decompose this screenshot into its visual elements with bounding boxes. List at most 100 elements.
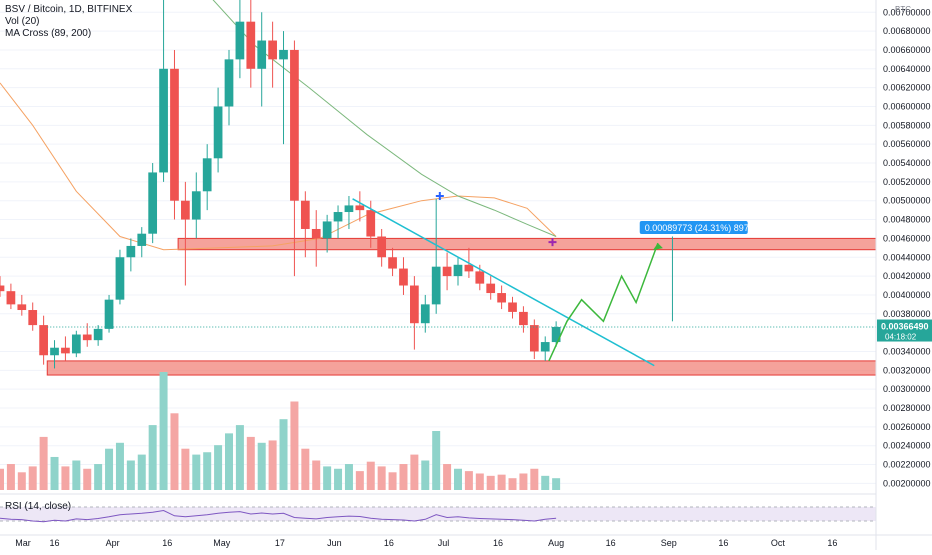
candle: [333, 205, 343, 239]
candle-body: [322, 221, 332, 239]
volume-bar: [72, 460, 81, 490]
candle-body: [71, 334, 81, 354]
candle-body: [420, 304, 430, 324]
support-zone: [46, 360, 877, 376]
volume-bar: [519, 473, 528, 490]
volume-bar: [312, 460, 321, 490]
time-axis: Mar 16 Apr 16 May 17 Jun 16 Jul 16 Aug 16 Sep 16 Oct 16: [0, 534, 932, 548]
candle: [279, 31, 288, 145]
currency-label: BTC: [895, 5, 911, 14]
candle-body: [39, 325, 48, 356]
volume-bar: [28, 466, 37, 490]
time-tick-label: 16: [827, 538, 837, 548]
price-tick-label: 0.00340000: [883, 346, 931, 356]
candle-body: [475, 271, 485, 284]
volume-bar: [366, 461, 375, 490]
current-price-label: 0.00366490: [881, 322, 929, 332]
candle: [235, 0, 245, 79]
candle: [322, 214, 332, 253]
volume-bar: [159, 372, 168, 490]
candle: [290, 40, 299, 277]
current-price-tag: [877, 319, 932, 342]
volume-indicator-label[interactable]: Vol (20): [5, 16, 40, 27]
candle-body: [28, 310, 38, 326]
volume-bar: [377, 466, 386, 490]
candle: [39, 315, 48, 365]
time-tick-label: Oct: [771, 538, 786, 548]
volume-bar: [279, 419, 288, 490]
candle-body: [246, 21, 256, 69]
candle-body: [50, 347, 59, 356]
candle: [28, 302, 38, 331]
price-tick-label: 0.00580000: [883, 120, 931, 130]
volume-bar: [170, 413, 179, 490]
price-tick-label: 0.00480000: [883, 215, 931, 225]
candle: [355, 191, 365, 222]
candle-body: [17, 304, 27, 311]
volume-bar: [137, 454, 146, 490]
ma-cross-indicator-label[interactable]: MA Cross (89, 200): [5, 28, 92, 39]
candle-body: [290, 49, 299, 201]
candle: [442, 252, 452, 291]
candle: [377, 228, 387, 267]
price-tick-label: 0.00260000: [883, 422, 931, 432]
candle-body: [431, 266, 441, 305]
volume-bar: [552, 478, 561, 490]
price-tick-label: 0.00540000: [883, 158, 931, 168]
candle: [224, 49, 234, 126]
candle: [213, 87, 223, 173]
price-tick-label: 0.00440000: [883, 252, 931, 262]
candle-body: [0, 285, 5, 292]
rsi-band: [0, 507, 876, 521]
candle-body: [410, 285, 419, 324]
candle: [431, 198, 441, 314]
candle: [104, 294, 114, 333]
volume-bar: [530, 468, 539, 490]
candle-body: [311, 228, 321, 239]
volume-bar: [355, 471, 364, 490]
volume-bar: [421, 460, 430, 490]
candle-body: [279, 49, 288, 60]
time-tick-label: 16: [493, 538, 503, 548]
candle-body: [235, 21, 245, 60]
price-tick-label: 0.00620000: [883, 83, 931, 93]
volume-bar: [214, 445, 223, 490]
projection-path: [548, 242, 659, 362]
ma-cross-marker: [435, 192, 444, 200]
symbol-title[interactable]: BSV / Bitcoin, 1D, BITFINEX: [5, 4, 133, 15]
volume-bar: [39, 436, 48, 490]
price-tick-label: 0.00600000: [883, 101, 931, 111]
volume-bar: [115, 442, 124, 490]
candle-body: [224, 59, 234, 107]
candle-body: [181, 200, 190, 220]
volume-bar: [50, 456, 59, 490]
volume-bar: [0, 468, 4, 490]
candle: [540, 336, 550, 361]
price-tick-label: 0.00200000: [883, 478, 931, 488]
candle: [61, 336, 70, 361]
volume-bar: [399, 464, 408, 490]
price-tick-label: 0.00320000: [883, 365, 931, 375]
candle: [0, 276, 5, 297]
volume-bar: [508, 478, 517, 490]
candle-body: [213, 106, 223, 159]
ma-cross-marker: [548, 238, 557, 247]
volume-bar: [105, 448, 114, 490]
projection-arrowhead: [652, 243, 663, 251]
price-tick-label: 0.00220000: [883, 460, 931, 470]
time-tick-label: 16: [162, 538, 172, 548]
candle: [410, 276, 419, 350]
candle-body: [519, 311, 528, 326]
time-tick-label: Jun: [327, 538, 342, 548]
price-tick-label: 0.00460000: [883, 233, 931, 243]
candle: [126, 238, 136, 272]
rsi-line: [0, 509, 557, 523]
volume-bar: [323, 466, 332, 490]
volume-bar: [192, 454, 201, 490]
volume-bar: [432, 431, 441, 490]
rsi-indicator-label[interactable]: RSI (14, close): [5, 501, 72, 512]
volume-bar: [148, 425, 157, 490]
price-tick-label: 0.00680000: [883, 26, 931, 36]
